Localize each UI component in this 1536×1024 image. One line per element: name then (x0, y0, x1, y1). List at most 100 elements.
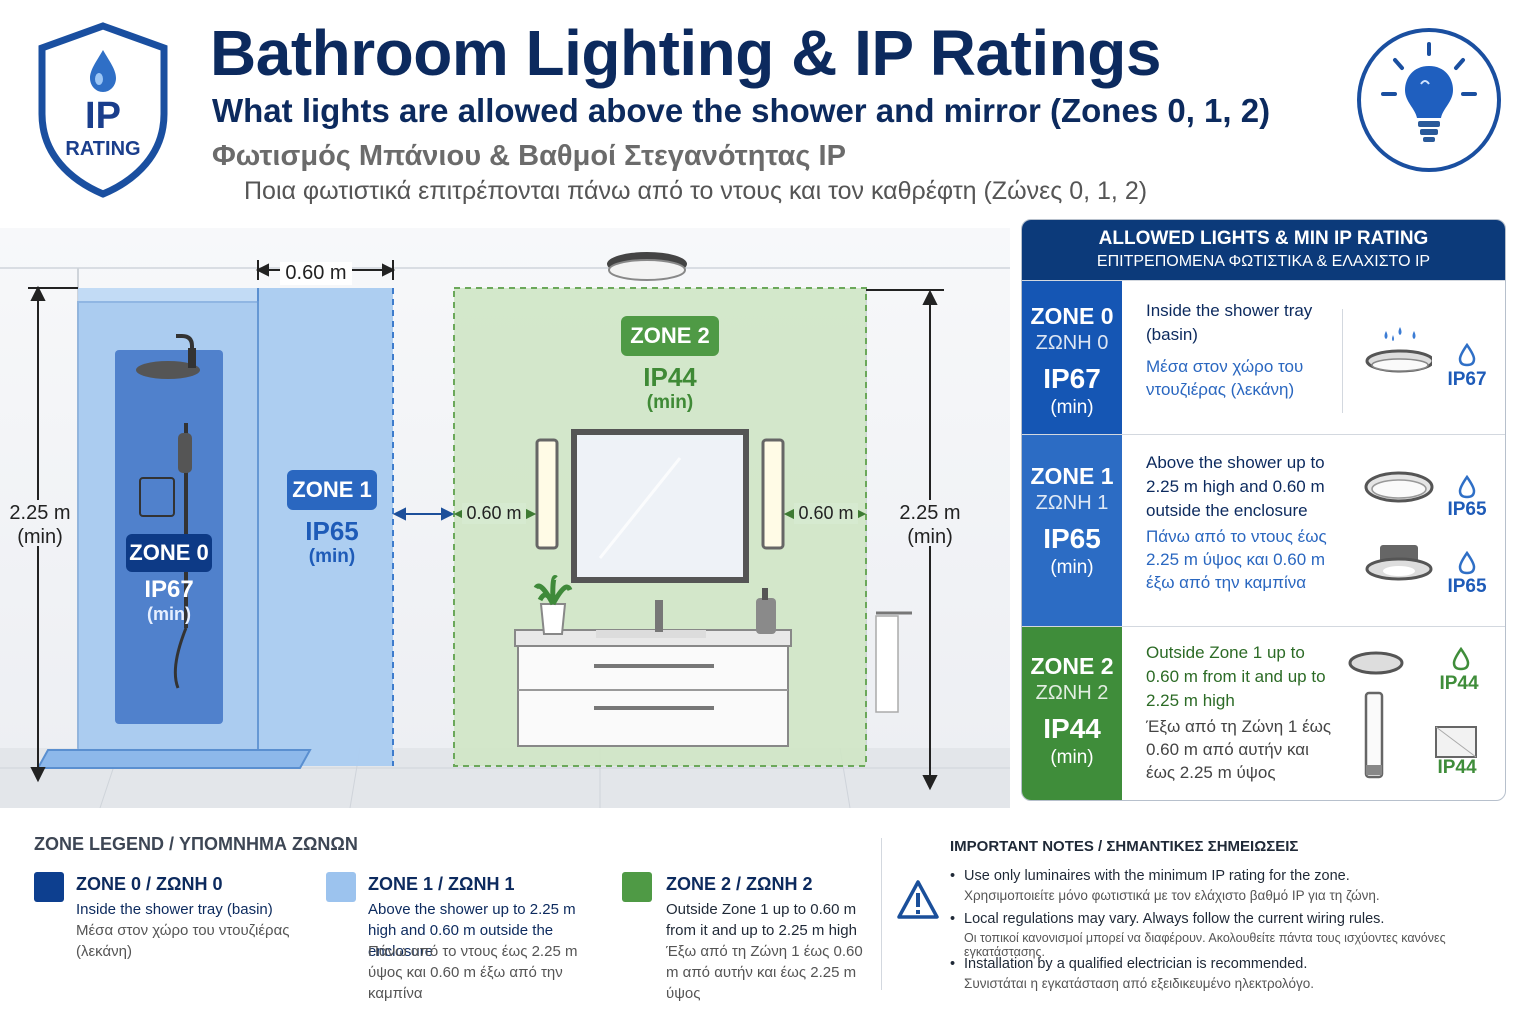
soap-dispenser-icon (756, 588, 776, 634)
legend-zone0-title: ZONE 0 / ΖΩΝΗ 0 (76, 874, 223, 894)
legend-zone0-desc-greek: Μέσα στον χώρο του ντουζιέρας (λεκάνη) (76, 922, 290, 960)
note-3-text: Installation by a qualified electrician … (964, 956, 1308, 972)
allowed-lights-panel: ALLOWED LIGHTS & MIN IP RATING ΕΠΙΤΡΕΠΟΜ… (1021, 219, 1506, 801)
downlight-icon (1435, 726, 1477, 758)
panel-zone2-name: ZONE 2 (1030, 653, 1114, 679)
panel-zone2-fixture-ip-1: IP44 (1439, 673, 1479, 694)
panel-zone2-desc: Outside Zone 1 up to 0.60 m from it and … (1146, 643, 1326, 710)
dim-left-value: 2.25 m (9, 502, 71, 524)
panel-zone0-min: (min) (1050, 397, 1094, 418)
panel-zone2-name-greek: ΖΩΝΗ 2 (1035, 682, 1109, 704)
legend-zone0-desc: Inside the shower tray (basin) (76, 901, 273, 918)
legend-swatch-zone2 (622, 872, 652, 902)
zone2-min: (min) (646, 392, 694, 413)
ceiling-light-icon (1364, 471, 1434, 503)
panel-zone0-desc-greek: Μέσα στον χώρο του ντουζιέρας (λεκάνη) (1146, 357, 1304, 399)
wall-light-icon (535, 438, 785, 550)
panel-zone1-min: (min) (1050, 557, 1094, 578)
note-1-text-greek: Χρησιμοποιείτε μόνο φωτιστικά με τον ελά… (964, 888, 1380, 903)
dim-top-label: 0.60 m (280, 262, 352, 285)
panel-title-greek: ΕΠΙΤΡΕΠΟΜΕΝΑ ΦΩΤΙΣΤΙΚΑ & ΕΛΑΧΙΣΤΟ IP (1096, 253, 1431, 270)
dim-right-value: 2.25 m (899, 502, 961, 524)
panel-zone1-fixture-ip-2: IP65 (1447, 576, 1487, 597)
notes-title: IMPORTANT NOTES / ΣΗΜΑΝΤΙΚΕΣ ΣΗΜΕΙΩΣΕΙΣ (950, 838, 1299, 855)
page-subtitle: What lights are allowed above the shower… (212, 92, 1271, 129)
page-title: Bathroom Lighting & IP Ratings (210, 17, 1161, 89)
downlight-icon (1365, 545, 1433, 581)
plant-icon (533, 575, 573, 635)
zone0-label: ZONE 0 (126, 534, 212, 572)
water-drop-icon (1458, 343, 1476, 367)
note-item: • Use only luminaires with the minimum I… (950, 868, 1520, 903)
panel-row-zone1-label: ZONE 1 ΖΩΝΗ 1 IP65 (min) (1022, 435, 1122, 626)
panel-zone2-fixture-ip-2: IP44 (1437, 757, 1477, 778)
panel-zone1-desc: Above the shower up to 2.25 m high and 0… (1146, 453, 1325, 520)
panel-row-zone2: ZONE 2 ΖΩΝΗ 2 IP44 (min) Outside Zone 1 … (1022, 626, 1505, 800)
warning-icon (897, 880, 939, 919)
note-item: • Local regulations may vary. Always fol… (950, 911, 1530, 959)
lightbulb-icon (1357, 28, 1501, 172)
page-title-greek: Φωτισμός Μπάνιου & Βαθμοί Στεγανότητας I… (212, 140, 846, 172)
note-2-text: Local regulations may vary. Always follo… (964, 911, 1385, 927)
water-drop-icon (1458, 475, 1476, 499)
zone1-min: (min) (308, 546, 356, 567)
panel-zone2-desc-greek: Έξω από τη Ζώνη 1 έως 0.60 m από αυτήν κ… (1146, 717, 1332, 782)
note-3-text-greek: Συνιστάται η εγκατάσταση από εξειδικευμέ… (964, 976, 1314, 991)
legend-zone1-desc: Above the shower up to 2.25 m high and 0… (368, 901, 576, 960)
water-drop-icon (1458, 551, 1476, 575)
panel-divider (1342, 309, 1343, 413)
badge-ip-text: IP (85, 95, 121, 137)
panel-zone0-name: ZONE 0 (1030, 303, 1114, 329)
legend-zone2-desc: Outside Zone 1 up to 0.60 m from it and … (666, 901, 857, 939)
page-subtitle-greek: Ποια φωτιστικά επιτρέπονται πάνω από το … (244, 177, 1148, 205)
zone2-ip: IP44 (643, 362, 697, 392)
panel-zone0-fixture-ip: IP67 (1447, 369, 1487, 390)
note-2-text-greek: Οι τοπικοί κανονισμοί μπορεί να διαφέρου… (964, 931, 1446, 959)
shower-head-icon (136, 334, 200, 689)
legend-zone2-title: ZONE 2 / ΖΩΝΗ 2 (666, 874, 813, 894)
dim-mid-right: 0.60 m (794, 503, 858, 524)
note-1-text: Use only luminaires with the minimum IP … (964, 868, 1350, 884)
zone0-min: (min) (147, 604, 191, 624)
dim-mid-left: 0.60 m (462, 503, 526, 524)
water-drop-icon (1452, 647, 1470, 671)
ceiling-light-icon (1365, 327, 1432, 373)
panel-zone1-name-greek: ΖΩΝΗ 1 (1035, 492, 1109, 514)
panel-title: ALLOWED LIGHTS & MIN IP RATING (1098, 228, 1429, 249)
panel-row-zone2-label: ZONE 2 ΖΩΝΗ 2 IP44 (min) (1022, 627, 1122, 800)
panel-zone0-name-greek: ΖΩΝΗ 0 (1035, 332, 1109, 354)
towel-rail-icon (875, 611, 912, 713)
legend-swatch-zone1 (326, 872, 356, 902)
panel-zone1-name: ZONE 1 (1030, 463, 1114, 489)
panel-zone2-ip: IP44 (1043, 713, 1101, 744)
panel-row-zone0: ZONE 0 ΖΩΝΗ 0 IP67 (min) Inside the show… (1022, 280, 1505, 434)
panel-zone2-min: (min) (1050, 747, 1094, 768)
ceiling-light-icon (607, 252, 687, 281)
legend-separator (881, 838, 882, 990)
badge-rating-text: RATING (65, 138, 141, 160)
panel-zone0-desc: Inside the shower tray (basin) (1146, 301, 1313, 344)
legend-zone2-desc-greek: Έξω από τη Ζώνη 1 έως 0.60 m από αυτήν κ… (666, 943, 863, 1002)
panel-zone1-fixture-ip-1: IP65 (1447, 499, 1487, 520)
panel-zone1-ip: IP65 (1043, 523, 1101, 554)
panel-zone1-desc-greek: Πάνω από το ντους έως 2.25 m ύψος και 0.… (1146, 527, 1327, 592)
legend-swatch-zone0 (34, 872, 64, 902)
dim-left-min: (min) (17, 526, 63, 548)
wall-light-icon (1364, 691, 1384, 779)
panel-row-zone1: ZONE 1 ΖΩΝΗ 1 IP65 (min) Above the showe… (1022, 434, 1505, 626)
panel-header: ALLOWED LIGHTS & MIN IP RATING ΕΠΙΤΡΕΠΟΜ… (1022, 220, 1505, 280)
zone0-ip: IP67 (144, 576, 194, 603)
legend-zone1-title: ZONE 1 / ΖΩΝΗ 1 (368, 874, 515, 894)
legend-title: ZONE LEGEND / ΥΠΟΜΝΗΜΑ ΖΩΝΩΝ (34, 834, 358, 854)
panel-zone0-ip: IP67 (1043, 363, 1101, 394)
zone1-ip: IP65 (305, 516, 359, 546)
dim-right-min: (min) (907, 526, 953, 548)
bathroom-scene: ZONE 0 IP67 (min) ZONE 1 IP65 (min) ZONE… (0, 228, 1010, 809)
panel-row-zone0-label: ZONE 0 ΖΩΝΗ 0 IP67 (min) (1022, 281, 1122, 434)
note-item: • Installation by a qualified electricia… (950, 956, 1520, 991)
legend-zone1-desc-greek: Πάνω από το ντους έως 2.25 m ύψος και 0.… (368, 943, 578, 1002)
zone2-label: ZONE 2 (621, 316, 719, 356)
ceiling-light-icon (1348, 651, 1404, 675)
zone1-label: ZONE 1 (287, 470, 377, 510)
shield-drop-icon (38, 22, 168, 198)
